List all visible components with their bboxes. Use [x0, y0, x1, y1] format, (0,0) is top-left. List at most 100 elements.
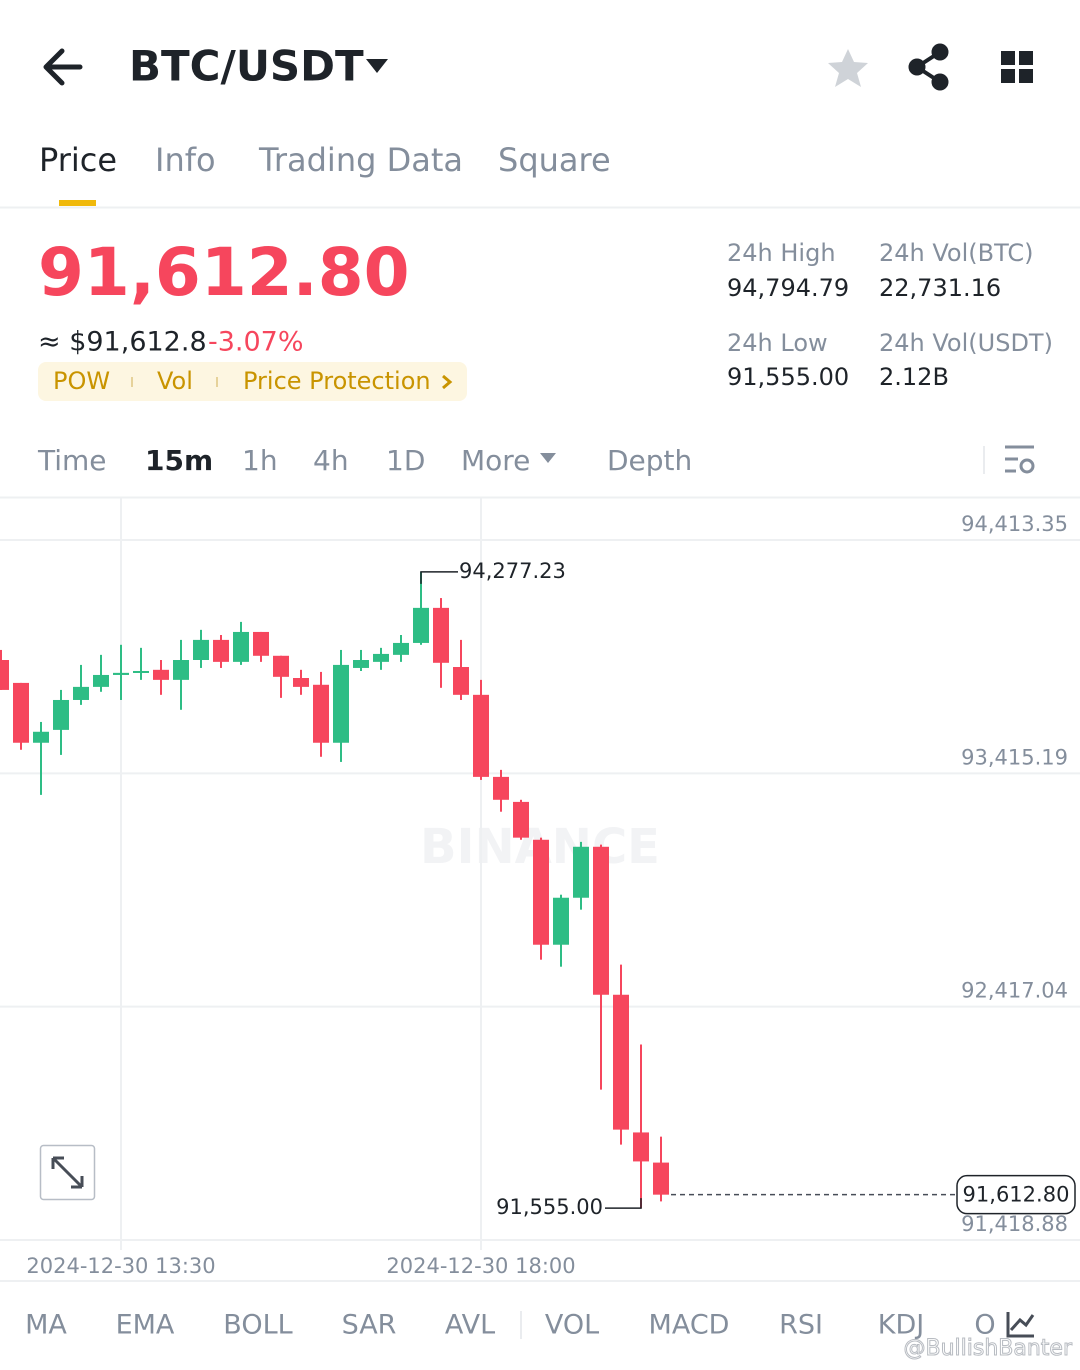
stat-value: 94,794.79 — [727, 274, 849, 302]
indicator-settings-icon[interactable] — [1006, 1312, 1035, 1338]
price-change: -3.07% — [208, 327, 304, 358]
indicator[interactable]: VOL — [545, 1310, 599, 1341]
candle-body — [0, 659, 9, 690]
x-tick-label: 2024-12-30 18:00 — [386, 1254, 575, 1278]
tag-separator — [131, 377, 133, 387]
candle-body — [593, 846, 609, 995]
separator — [983, 446, 985, 474]
interval[interactable]: 1h — [242, 444, 278, 477]
y-tick-label: 93,415.19 — [961, 745, 1068, 769]
pair-title[interactable]: BTC/USDT — [129, 42, 364, 91]
layout-icon[interactable] — [1001, 51, 1033, 83]
candle-body — [473, 694, 489, 777]
indicator[interactable]: KDJ — [878, 1310, 924, 1341]
candle-body — [293, 677, 309, 687]
candle-body — [533, 839, 549, 945]
tag[interactable]: POW — [53, 367, 110, 395]
interval[interactable]: Time — [37, 444, 107, 477]
candle-body — [313, 684, 329, 743]
tab-active[interactable]: Price — [39, 141, 117, 179]
candle-body — [553, 897, 569, 945]
low-label: 91,555.00 — [496, 1195, 603, 1219]
y-tick-label: 92,417.04 — [961, 979, 1068, 1003]
candle-body — [53, 699, 69, 730]
candle-body — [613, 994, 629, 1130]
candle-body — [493, 776, 509, 800]
candlestick-chart: BINANCE 94,413.3593,415.1992,417.0491,41… — [0, 498, 1080, 1278]
interval[interactable]: Depth — [607, 444, 692, 477]
candle-body — [353, 659, 369, 668]
stat-label: 24h Vol(USDT) — [879, 329, 1053, 357]
indicator[interactable]: AVL — [445, 1310, 495, 1341]
candle-body — [253, 631, 269, 656]
expand-button[interactable] — [39, 1144, 96, 1201]
tag[interactable]: Vol — [157, 367, 193, 395]
high-label: 94,277.23 — [459, 559, 566, 583]
candle-body — [133, 670, 149, 673]
interval[interactable]: More — [461, 444, 530, 477]
share-icon[interactable] — [908, 43, 949, 91]
candle-body — [653, 1162, 669, 1195]
stat-value: 91,555.00 — [727, 363, 849, 391]
tag-chevron — [442, 374, 453, 390]
indicator[interactable]: RSI — [779, 1310, 823, 1341]
interval-active[interactable]: 15m — [145, 444, 213, 477]
fiat-price: ≈ $91,612.8 — [38, 327, 207, 358]
credit-watermark: @BullishBanter — [903, 1336, 1072, 1361]
x-tick-label: 2024-12-30 13:30 — [26, 1254, 215, 1278]
last-price: 91,612.80 — [38, 234, 410, 311]
candle-body — [13, 682, 29, 743]
tab-indicator — [59, 200, 96, 206]
candle-body — [573, 846, 589, 898]
candle-body — [413, 607, 429, 643]
indicator[interactable]: BOLL — [223, 1310, 292, 1341]
candle-body — [153, 669, 169, 680]
stat-label: 24h Vol(BTC) — [879, 239, 1034, 267]
candle-body — [273, 655, 289, 677]
indicator[interactable]: MACD — [649, 1310, 730, 1341]
interval[interactable]: 1D — [386, 444, 425, 477]
candle-body — [633, 1132, 649, 1162]
more-dropdown[interactable] — [540, 453, 556, 463]
candle-body — [373, 653, 389, 662]
candle-body — [233, 631, 249, 662]
pair-dropdown[interactable] — [366, 59, 388, 73]
candle-body — [113, 672, 129, 675]
indicator[interactable]: EMA — [116, 1310, 175, 1341]
indicator[interactable]: O — [974, 1310, 995, 1341]
indicator[interactable]: MA — [25, 1310, 67, 1341]
y-tick-label: 91,418.88 — [961, 1212, 1068, 1236]
high-marker — [420, 571, 458, 584]
tab[interactable]: Info — [155, 141, 216, 179]
chart-settings-icon[interactable] — [1005, 445, 1035, 474]
tab[interactable]: Trading Data — [258, 141, 463, 179]
tag-bar[interactable] — [38, 362, 467, 401]
separator — [520, 1311, 522, 1339]
candle-body — [73, 686, 89, 700]
current-price-label: 91,612.80 — [963, 1183, 1070, 1207]
tag[interactable]: Price Protection — [243, 367, 431, 395]
candle-body — [213, 639, 229, 662]
tab[interactable]: Square — [498, 141, 611, 179]
current-price-box — [956, 1174, 1076, 1215]
stat-value: 2.12B — [879, 363, 949, 391]
stat-label: 24h High — [727, 239, 836, 267]
interval[interactable]: 4h — [313, 444, 349, 477]
candle-body — [433, 607, 449, 663]
stat-value: 22,731.16 — [879, 274, 1001, 302]
stat-label: 24h Low — [727, 329, 828, 357]
candle-body — [93, 674, 109, 687]
tag-separator — [216, 377, 218, 387]
candle-body — [33, 731, 49, 743]
back-button[interactable] — [43, 48, 83, 86]
candle-body — [193, 639, 209, 660]
y-tick-label: 94,413.35 — [961, 512, 1068, 536]
candle-body — [393, 642, 409, 655]
candle-body — [453, 667, 469, 695]
indicator[interactable]: SAR — [342, 1310, 397, 1341]
candle-body — [333, 664, 349, 743]
candle-body — [513, 801, 529, 838]
favorite-icon[interactable] — [828, 49, 868, 87]
candle-body — [173, 659, 189, 680]
